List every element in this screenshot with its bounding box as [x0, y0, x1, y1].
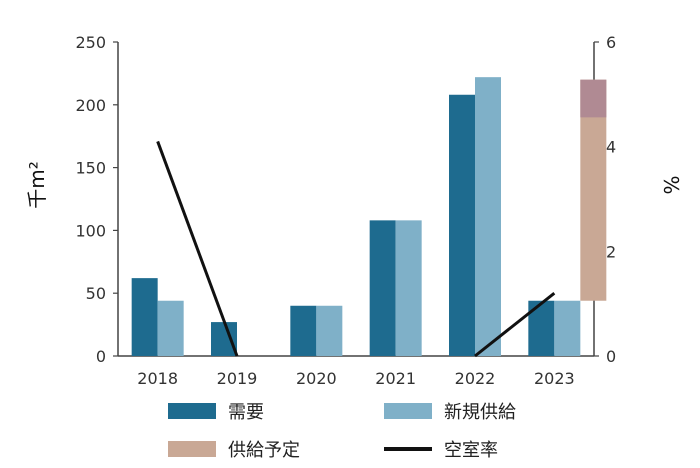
bar-new-supply [395, 220, 422, 356]
bar-new-supply [554, 300, 581, 356]
vacancy-line [474, 292, 556, 358]
x-tick-label: 2022 [455, 369, 496, 388]
bar-new-supply [475, 77, 501, 356]
bar-demand [369, 220, 396, 356]
bar-demand [449, 94, 475, 356]
left-y-axis: 0 50 100 150 200 250 [75, 33, 594, 366]
bar-demand [211, 322, 237, 356]
left-tick-label: 200 [75, 96, 106, 115]
legend-swatch-demand [168, 403, 216, 419]
right-tick-label: 2 [606, 242, 616, 261]
legend-item-new-supply: 新規供給 [384, 398, 516, 424]
bar-new-supply [157, 300, 184, 356]
legend-swatch-vacancy [384, 447, 432, 451]
legend: 需要 新規供給 供給予定 空室率 [168, 398, 588, 462]
x-tick-label: 2018 [137, 369, 178, 388]
x-tick-label: 2019 [217, 369, 258, 388]
bar-line-chart: 0 50 100 150 200 250 0 2 4 6 2018 2019 2020 2021 202… [25, 33, 683, 388]
left-tick-label: 250 [75, 33, 106, 52]
legend-item-vacancy: 空室率 [384, 436, 498, 462]
legend-swatch-new-supply [384, 403, 432, 419]
bar-demand [131, 278, 158, 356]
bars-group [131, 77, 607, 356]
right-tick-label: 6 [606, 33, 616, 52]
legend-label-new-supply: 新規供給 [444, 402, 516, 423]
legend-swatch-planned-supply [168, 441, 216, 457]
x-tick-label: 2023 [534, 369, 575, 388]
left-tick-label: 0 [96, 347, 106, 366]
left-tick-label: 150 [75, 159, 106, 178]
bar-demand [290, 305, 317, 356]
vacancy-line-group [156, 140, 556, 358]
right-tick-label: 0 [606, 347, 616, 366]
vacancy-line [156, 140, 239, 357]
bar-planned-supply-cap [580, 79, 607, 118]
right-tick-label: 4 [606, 138, 616, 157]
legend-item-planned-supply: 供給予定 [168, 436, 300, 462]
left-tick-label: 100 [75, 221, 106, 240]
x-tick-labels: 2018 2019 2020 2021 2022 2023 [137, 369, 574, 388]
legend-label-vacancy: 空室率 [444, 440, 498, 461]
x-tick-label: 2020 [296, 369, 337, 388]
x-tick-label: 2021 [375, 369, 416, 388]
legend-label-planned-supply: 供給予定 [228, 440, 300, 461]
legend-item-demand: 需要 [168, 398, 264, 424]
left-axis-title: 千m² [25, 161, 49, 209]
legend-label-demand: 需要 [228, 402, 264, 423]
right-axis-title: % [659, 175, 683, 194]
left-tick-label: 50 [86, 284, 106, 303]
bar-new-supply [316, 305, 343, 356]
